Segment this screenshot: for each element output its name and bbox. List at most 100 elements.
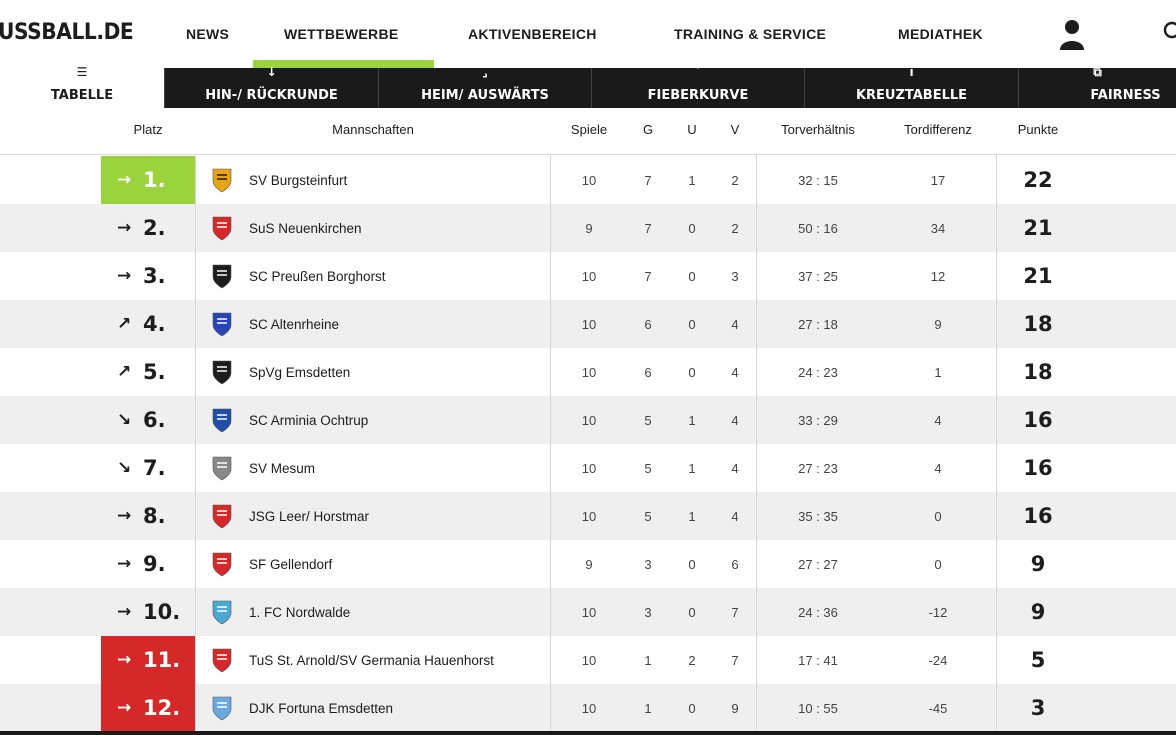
nav-mediathek[interactable]: MEDIATHEK [898,26,983,42]
tab-label: KREUZTABELLE [855,88,968,103]
trend-icon: → [117,650,132,670]
table-row[interactable]: → 2. SuS Neuenkirchen 9 7 0 2 50 : 16 34 21 [0,204,1176,252]
club-name-link[interactable]: SC Arminia Ochtrup [249,412,369,428]
table-row[interactable]: ↘ 6. SC Arminia Ochtrup 10 5 1 4 33 : 29 4 16 [0,396,1176,444]
table-row[interactable]: → 1. SV Burgsteinfurt 10 7 1 2 32 : 15 17 22 [0,156,1176,204]
list-icon: ☰ [76,65,88,79]
club-name-link[interactable]: DJK Fortuna Emsdetten [249,700,394,716]
draws: 0 [688,220,696,236]
tab-heim-auswaerts[interactable]: ⌟ HEIM/ AUSWÄRTS [378,66,591,108]
rank-value: 8. [143,504,166,528]
club-name-link[interactable]: TuS St. Arnold/SV Germania Hauenhorst [249,652,494,668]
club-crest-icon [212,312,232,337]
games-played: 10 [581,460,597,476]
tab-tabelle[interactable]: ☰ TABELLE [0,65,164,108]
site-logo[interactable]: USSBALL.DE [0,20,134,45]
tab-kreuztabelle[interactable]: ı KREUZTABELLE [804,65,1018,108]
table-row[interactable]: → 9. SF Gellendorf 9 3 0 6 27 : 27 0 9 [0,540,1176,588]
club-name-link[interactable]: JSG Leer/ Horstmar [249,508,370,524]
trend-icon: → [117,218,132,238]
games-played: 10 [581,652,597,668]
losses: 3 [731,268,739,284]
search-icon[interactable] [1163,21,1176,43]
user-icon[interactable] [1058,18,1086,50]
games-played: 10 [581,172,597,188]
rank-value: 10. [143,600,181,624]
club-logo[interactable] [209,636,235,684]
club-crest-icon [212,648,232,673]
points: 5 [1030,648,1046,672]
club-name-link[interactable]: SuS Neuenkirchen [249,220,362,236]
club-logo[interactable] [209,156,235,204]
club-logo[interactable] [209,684,235,732]
club-name-link[interactable]: SpVg Emsdetten [249,364,351,380]
club-logo[interactable] [209,204,235,252]
club-logo[interactable] [209,588,235,636]
club-logo[interactable] [209,444,235,492]
club-crest-icon [212,552,232,577]
table-row[interactable]: → 11. TuS St. Arnold/SV Germania Hauenhors… [0,636,1176,684]
wins: 5 [644,412,652,428]
goal-difference: 34 [930,220,946,236]
goal-ratio: 37 : 25 [798,268,838,284]
table-row[interactable]: ↗ 5. SpVg Emsdetten 10 6 0 4 24 : 23 1 18 [0,348,1176,396]
points: 3 [1030,696,1046,720]
tab-fieberkurve[interactable]: ˇ FIEBERKURVE [591,66,804,108]
games-played: 9 [585,220,593,236]
goal-difference: 0 [934,508,942,524]
goal-ratio: 24 : 23 [798,364,838,380]
club-logo[interactable] [209,540,235,588]
header-torverhaeltnis: Torverhältnis [781,122,855,137]
header-v: V [730,122,740,137]
tab-hin-rueckrunde[interactable]: ↓ HIN-/ RÜCKRUNDE [164,65,378,108]
cross-table-icon: ı [909,65,914,79]
losses: 2 [731,220,739,236]
losses: 7 [731,652,739,668]
goal-ratio: 24 : 36 [798,604,838,620]
wins: 7 [644,172,652,188]
nav-wettbewerbe[interactable]: WETTBEWERBE [284,26,399,42]
draws: 0 [688,556,696,572]
tab-fairness[interactable]: ⧉ FAIRNESS [1018,66,1176,108]
draws: 0 [688,364,696,380]
wins: 6 [644,316,652,332]
club-name-link[interactable]: SC Altenrheine [249,316,340,332]
wins: 3 [644,604,652,620]
losses: 7 [731,604,739,620]
club-name-link[interactable]: SC Preußen Borghorst [249,268,386,284]
club-logo[interactable] [209,492,235,540]
rank-cell: → 10. [101,588,195,636]
trend-icon: → [117,602,132,622]
club-logo[interactable] [209,396,235,444]
club-logo[interactable] [209,348,235,396]
nav-training-service[interactable]: TRAINING & SERVICE [674,26,827,42]
column-divider [996,155,997,735]
table-row[interactable]: ↘ 7. SV Mesum 10 5 1 4 27 : 23 4 16 [0,444,1176,492]
table-row[interactable]: → 12. DJK Fortuna Emsdetten 10 1 0 9 10 : 55 -45… [0,684,1176,732]
nav-news[interactable]: NEWS [186,26,230,42]
rank-value: 3. [143,264,166,288]
losses: 2 [731,172,739,188]
nav-aktivenbereich[interactable]: AKTIVENBEREICH [468,26,597,42]
arrow-down-icon: ↓ [266,65,277,79]
wins: 1 [644,652,652,668]
club-name-link[interactable]: 1. FC Nordwalde [249,604,351,620]
table-row[interactable]: → 10. 1. FC Nordwalde 10 3 0 7 24 : 36 -12 9 [0,588,1176,636]
trend-icon: → [117,266,132,286]
table-row[interactable]: ↗ 4. SC Altenrheine 10 6 0 4 27 : 18 9 18 [0,300,1176,348]
points: 18 [1023,360,1053,384]
club-name-link[interactable]: SV Burgsteinfurt [249,172,348,188]
club-logo[interactable] [209,300,235,348]
goal-difference: 0 [934,556,942,572]
trend-icon: ↘ [117,458,132,478]
subtab-bar [0,68,1176,108]
table-row[interactable]: → 3. SC Preußen Borghorst 10 7 0 3 37 : 25 12 21 [0,252,1176,300]
wins: 3 [644,556,652,572]
club-name-link[interactable]: SF Gellendorf [249,556,333,572]
table-row[interactable]: → 8. JSG Leer/ Horstmar 10 5 1 4 35 : 35 0 16 [0,492,1176,540]
club-logo[interactable] [209,252,235,300]
games-played: 10 [581,316,597,332]
club-name-link[interactable]: SV Mesum [249,460,316,476]
rank-value: 12. [143,696,181,720]
header-platz: Platz [133,122,163,137]
